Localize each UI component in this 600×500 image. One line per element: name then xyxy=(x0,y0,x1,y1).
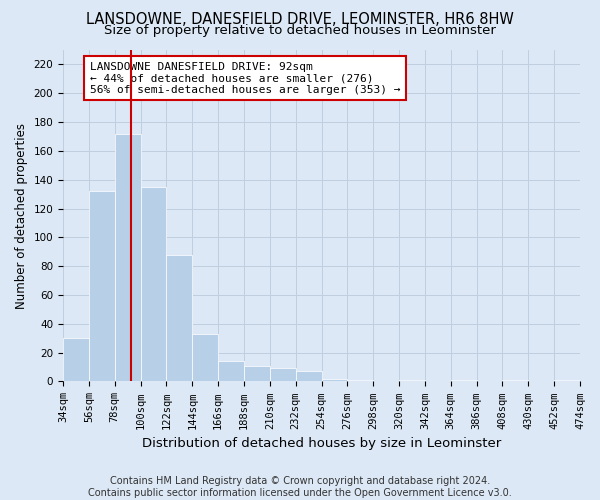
Text: LANSDOWNE DANESFIELD DRIVE: 92sqm
← 44% of detached houses are smaller (276)
56%: LANSDOWNE DANESFIELD DRIVE: 92sqm ← 44% … xyxy=(90,62,401,94)
Text: Contains HM Land Registry data © Crown copyright and database right 2024.
Contai: Contains HM Land Registry data © Crown c… xyxy=(88,476,512,498)
Bar xyxy=(89,191,115,382)
Bar xyxy=(554,380,580,382)
Bar xyxy=(218,362,244,382)
Text: Size of property relative to detached houses in Leominster: Size of property relative to detached ho… xyxy=(104,24,496,37)
Y-axis label: Number of detached properties: Number of detached properties xyxy=(15,122,28,308)
Bar xyxy=(140,187,166,382)
Bar xyxy=(244,366,270,382)
Bar xyxy=(166,254,192,382)
Text: LANSDOWNE, DANESFIELD DRIVE, LEOMINSTER, HR6 8HW: LANSDOWNE, DANESFIELD DRIVE, LEOMINSTER,… xyxy=(86,12,514,28)
Bar xyxy=(451,380,476,382)
Bar xyxy=(502,380,529,382)
Bar xyxy=(296,372,322,382)
Bar xyxy=(270,368,296,382)
Bar xyxy=(347,380,373,382)
Bar xyxy=(399,380,425,382)
Bar xyxy=(115,134,140,382)
Bar xyxy=(322,378,347,382)
Bar xyxy=(63,338,89,382)
Bar xyxy=(192,334,218,382)
X-axis label: Distribution of detached houses by size in Leominster: Distribution of detached houses by size … xyxy=(142,437,501,450)
